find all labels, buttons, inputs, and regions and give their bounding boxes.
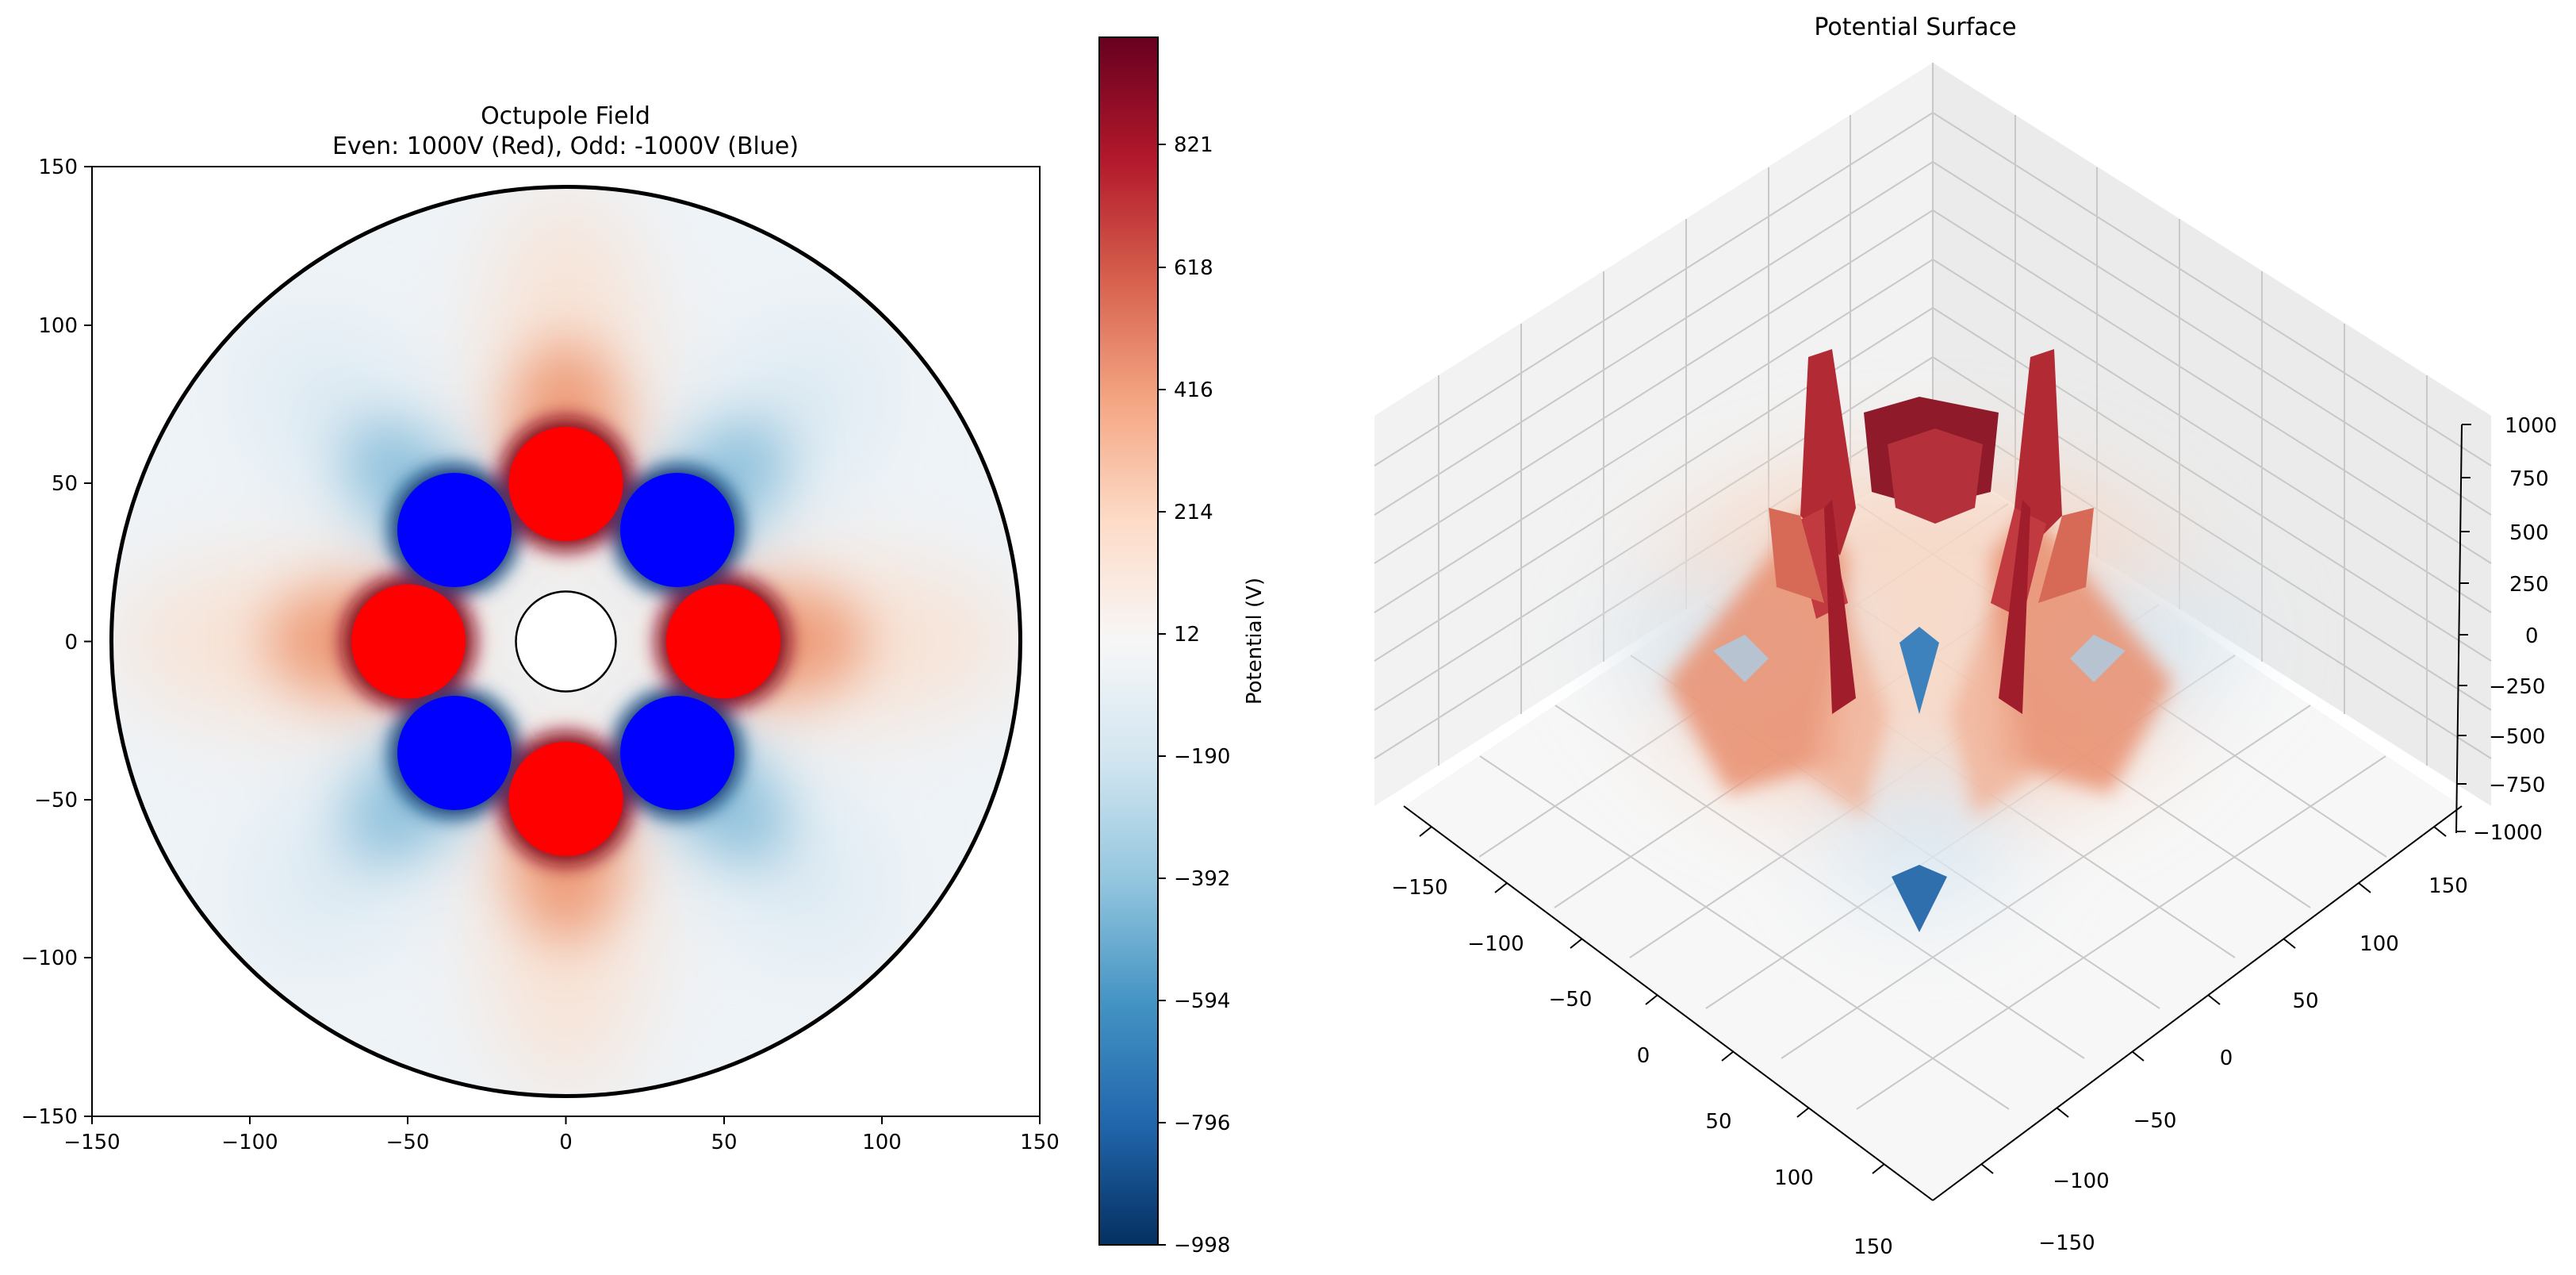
- y-axis-ticks: 150 100 50 0 −50 −100 −150: [21, 156, 92, 1129]
- x3d-tick-label: −100: [1467, 932, 1524, 956]
- y-tick-label: 0: [64, 631, 78, 655]
- x-tick-label: 150: [1020, 1131, 1060, 1154]
- y-tick-label: 50: [52, 472, 78, 496]
- contour-title: Octupole Field: [481, 102, 650, 130]
- x-axis-3d: −150 −100 −50 0 50 100 150: [1391, 805, 1934, 1259]
- z3d-tick-label: 250: [2509, 573, 2549, 597]
- pane-right: [1933, 63, 2491, 806]
- colorbar-tick-label: −190: [1174, 745, 1230, 769]
- x3d-tick-label: 100: [1774, 1166, 1814, 1190]
- y3d-tick-label: −150: [2038, 1231, 2095, 1255]
- z3d-tick-label: −250: [2489, 675, 2545, 699]
- electrode-even-right: [666, 584, 780, 699]
- y3d-tick-label: 0: [2220, 1046, 2233, 1070]
- electrode-group: [351, 427, 780, 856]
- electrode-odd-top-left: [397, 473, 512, 587]
- y3d-tick-label: −50: [2133, 1109, 2177, 1133]
- y-tick-label: 150: [38, 156, 78, 179]
- electrode-even-left: [351, 584, 466, 699]
- y3d-tick-label: 100: [2359, 932, 2399, 956]
- z3d-tick-label: −750: [2489, 774, 2545, 797]
- colorbar-tick-label: 12: [1174, 623, 1200, 647]
- colorbar: −998 −796 −594 −392 −190 12 214 416 618 …: [1098, 36, 1267, 1258]
- x-tick-label: −150: [63, 1131, 120, 1154]
- center-rod: [515, 590, 617, 693]
- colorbar-tick-label: −594: [1174, 989, 1230, 1013]
- colorbar-ticks: −998 −796 −594 −392 −190 12 214 416 618 …: [1158, 133, 1230, 1258]
- electrode-odd-bottom-left: [397, 696, 512, 810]
- colorbar-tick-label: −796: [1174, 1112, 1230, 1135]
- y-tick-label: −100: [21, 947, 78, 970]
- x-axis-ticks: −150 −100 −50 0 50 100 150: [63, 1116, 1060, 1154]
- x-tick-label: −100: [221, 1131, 278, 1154]
- surface-troughs: [1713, 627, 2126, 932]
- colorbar-tick-label: 416: [1174, 378, 1213, 402]
- colorbar-tick-label: −998: [1174, 1234, 1230, 1258]
- electrode-even-bottom: [508, 742, 623, 856]
- electrode-odd-top-right: [620, 473, 734, 587]
- colorbar-gradient: [1098, 36, 1159, 1246]
- boundary-circle: [109, 185, 1022, 1098]
- surface-title: Potential Surface: [1814, 13, 2016, 41]
- colorbar-tick-label: 618: [1174, 256, 1213, 280]
- electrode-odd-bottom-right: [620, 696, 734, 810]
- x-tick-label: 0: [559, 1131, 573, 1154]
- pane-left: [1374, 63, 1933, 806]
- x3d-tick-label: −50: [1549, 988, 1593, 1012]
- colorbar-label: Potential (V): [1243, 578, 1267, 705]
- y-tick-label: 100: [38, 314, 78, 338]
- contour-subtitle: Even: 1000V (Red), Odd: -1000V (Blue): [332, 132, 799, 160]
- contour-panel: Octupole Field Even: 1000V (Red), Odd: -…: [21, 102, 1060, 1154]
- y3d-tick-label: −100: [2053, 1169, 2109, 1193]
- y3d-tick-label: 50: [2292, 989, 2318, 1013]
- x-tick-label: 50: [711, 1131, 737, 1154]
- x-tick-label: 100: [862, 1131, 902, 1154]
- x3d-tick-label: 150: [1853, 1235, 1893, 1259]
- x3d-tick-label: 50: [1705, 1110, 1731, 1134]
- z3d-tick-label: 750: [2509, 467, 2549, 491]
- z3d-tick-label: 0: [2525, 624, 2539, 648]
- z-axis-3d: 1000 750 500 250 0 −250 −500 −750 −1000: [2455, 414, 2557, 845]
- z3d-tick-label: 500: [2509, 521, 2549, 545]
- z3d-tick-label: −1000: [2473, 821, 2543, 845]
- electrode-even-top: [508, 427, 623, 541]
- z3d-tick-label: 1000: [2505, 414, 2557, 438]
- x-tick-label: −50: [386, 1131, 430, 1154]
- colorbar-tick-label: 214: [1174, 501, 1213, 524]
- y-axis-3d: −150 −100 −50 0 50 100 150: [1932, 805, 2468, 1255]
- x3d-tick-label: −150: [1391, 876, 1447, 900]
- surface-peaks: [1769, 349, 2094, 714]
- potential-surface: [1610, 349, 2244, 932]
- surface-panel: Potential Surface: [1374, 13, 2557, 1259]
- z3d-tick-label: −500: [2489, 725, 2545, 749]
- y-tick-label: −50: [34, 789, 78, 812]
- contour-field: [92, 167, 1040, 1116]
- y3d-tick-label: 150: [2428, 874, 2468, 898]
- colorbar-tick-label: −392: [1174, 867, 1230, 891]
- colorbar-tick-label: 821: [1174, 133, 1213, 157]
- x3d-tick-label: 0: [1637, 1044, 1650, 1068]
- y-tick-label: −150: [21, 1105, 78, 1129]
